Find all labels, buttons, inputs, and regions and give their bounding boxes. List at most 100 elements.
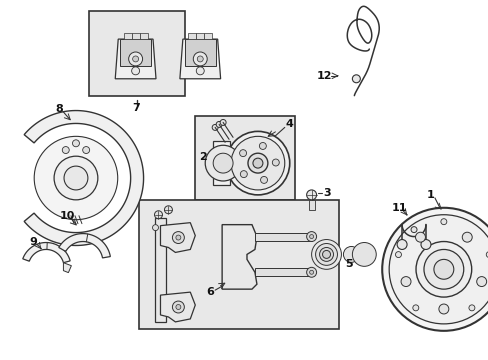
Circle shape bbox=[172, 231, 184, 243]
Polygon shape bbox=[160, 292, 195, 322]
Circle shape bbox=[306, 231, 316, 242]
Polygon shape bbox=[254, 233, 311, 240]
Polygon shape bbox=[139, 33, 147, 39]
Circle shape bbox=[54, 156, 98, 200]
Circle shape bbox=[400, 276, 410, 287]
Circle shape bbox=[420, 239, 430, 249]
Circle shape bbox=[412, 305, 418, 311]
Circle shape bbox=[319, 247, 333, 261]
Bar bbox=[89, 11, 185, 96]
Circle shape bbox=[220, 120, 225, 125]
Circle shape bbox=[131, 67, 139, 75]
Circle shape bbox=[239, 150, 246, 157]
Circle shape bbox=[352, 243, 375, 266]
Circle shape bbox=[315, 243, 337, 265]
Text: 9: 9 bbox=[29, 237, 37, 247]
Polygon shape bbox=[213, 141, 230, 185]
Text: 2: 2 bbox=[199, 152, 207, 162]
Circle shape bbox=[309, 235, 313, 239]
Text: 11: 11 bbox=[390, 203, 406, 213]
Polygon shape bbox=[308, 200, 314, 210]
Circle shape bbox=[212, 125, 218, 130]
Circle shape bbox=[128, 52, 142, 66]
Circle shape bbox=[82, 147, 89, 153]
Bar bbox=[138, 200, 339, 329]
Circle shape bbox=[259, 143, 266, 149]
Polygon shape bbox=[120, 39, 151, 66]
Polygon shape bbox=[63, 263, 71, 273]
Circle shape bbox=[476, 276, 486, 287]
Circle shape bbox=[388, 215, 488, 324]
Polygon shape bbox=[115, 39, 156, 79]
Circle shape bbox=[485, 252, 488, 257]
Circle shape bbox=[152, 225, 158, 231]
Circle shape bbox=[440, 219, 446, 225]
Circle shape bbox=[213, 153, 233, 173]
Text: 3: 3 bbox=[323, 188, 331, 198]
Circle shape bbox=[34, 136, 118, 220]
Circle shape bbox=[197, 56, 203, 62]
Polygon shape bbox=[59, 234, 110, 258]
Circle shape bbox=[461, 232, 471, 242]
Circle shape bbox=[415, 242, 471, 297]
Circle shape bbox=[205, 145, 241, 181]
Circle shape bbox=[196, 67, 204, 75]
Circle shape bbox=[343, 247, 359, 262]
Circle shape bbox=[216, 121, 222, 127]
Polygon shape bbox=[24, 111, 143, 246]
Text: 12: 12 bbox=[316, 71, 332, 81]
Circle shape bbox=[423, 249, 463, 289]
Circle shape bbox=[438, 304, 448, 314]
Circle shape bbox=[193, 52, 207, 66]
Circle shape bbox=[468, 305, 474, 311]
Circle shape bbox=[154, 211, 162, 219]
Circle shape bbox=[164, 206, 172, 214]
Circle shape bbox=[410, 227, 416, 233]
Circle shape bbox=[306, 190, 316, 200]
Polygon shape bbox=[123, 33, 131, 39]
Circle shape bbox=[231, 136, 284, 190]
Polygon shape bbox=[222, 225, 256, 289]
Circle shape bbox=[64, 166, 88, 190]
Polygon shape bbox=[180, 39, 220, 79]
Polygon shape bbox=[196, 33, 204, 39]
Circle shape bbox=[352, 75, 360, 83]
Text: 1: 1 bbox=[426, 190, 434, 200]
Circle shape bbox=[358, 248, 369, 260]
Circle shape bbox=[395, 252, 401, 257]
Polygon shape bbox=[254, 268, 311, 276]
Circle shape bbox=[382, 208, 488, 331]
Text: 10: 10 bbox=[59, 211, 75, 221]
Text: 7: 7 bbox=[132, 103, 140, 113]
Circle shape bbox=[176, 235, 181, 240]
Text: 6: 6 bbox=[206, 287, 214, 297]
Text: 8: 8 bbox=[55, 104, 63, 113]
Circle shape bbox=[433, 260, 453, 279]
Polygon shape bbox=[204, 33, 212, 39]
Circle shape bbox=[240, 171, 247, 177]
Circle shape bbox=[72, 140, 79, 147]
Circle shape bbox=[225, 131, 289, 195]
Polygon shape bbox=[131, 33, 139, 39]
Circle shape bbox=[62, 147, 69, 153]
Circle shape bbox=[252, 158, 263, 168]
Circle shape bbox=[396, 239, 406, 249]
Bar bbox=[195, 116, 294, 200]
Text: 5: 5 bbox=[345, 259, 352, 269]
Circle shape bbox=[309, 270, 313, 274]
Polygon shape bbox=[154, 218, 166, 322]
Polygon shape bbox=[188, 33, 196, 39]
Circle shape bbox=[311, 239, 341, 269]
Polygon shape bbox=[184, 39, 215, 66]
Text: 4: 4 bbox=[285, 120, 293, 130]
Circle shape bbox=[322, 251, 330, 258]
Circle shape bbox=[176, 305, 181, 310]
Polygon shape bbox=[160, 223, 195, 252]
Circle shape bbox=[172, 301, 184, 313]
Circle shape bbox=[272, 159, 279, 166]
Circle shape bbox=[260, 176, 267, 183]
Circle shape bbox=[415, 232, 425, 242]
Circle shape bbox=[306, 267, 316, 277]
Polygon shape bbox=[23, 243, 70, 263]
Circle shape bbox=[247, 153, 267, 173]
